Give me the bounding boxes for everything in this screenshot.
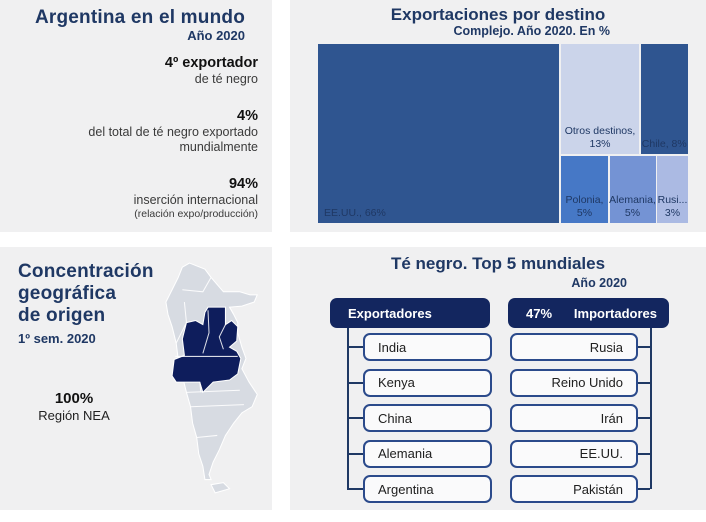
item-label: India [378,339,407,355]
treemap-cell-alemania: Alemania, 5% [609,155,656,223]
exporter-item-india: India [363,333,492,361]
stat-desc: de té negro [194,72,258,86]
importers-header: 47% Importadores [508,298,669,328]
treemap-cell-chile: Chile, 8% [640,44,688,154]
stat-exporter-rank: 4º exportador de té negro [58,55,258,87]
stat-desc: del total de té negro exportado mundialm… [88,125,258,154]
stat-note: (relación expo/producción) [134,208,258,220]
treemap-chart: EE.UU., 66% Otros destinos, 13% Chile, 8… [318,44,688,223]
treemap-label: Alemania, [609,194,656,206]
title-line: Concentración [18,261,154,282]
connector-stub [347,381,363,384]
exporters-header-label: Exportadores [348,305,432,321]
connector-stub [347,488,363,490]
connector-stub [636,417,650,419]
importer-item-iran: Irán [510,404,638,432]
world-stats: 4º exportador de té negro 4% del total d… [58,55,258,241]
stat-world-share: 4% del total de té negro exportado mundi… [58,108,258,155]
connector-stub [347,346,363,348]
importer-item-rusia: Rusia [510,333,638,361]
region-stat: 100% Región NEA [0,390,148,423]
importers-connector-line [650,328,652,489]
province-borders [175,277,244,438]
treemap-title: Exportaciones por destino [390,5,606,24]
connector-stub [636,381,650,384]
item-label: China [378,410,412,426]
tierra-del-fuego-shape [210,482,231,494]
stat-insertion: 94% inserción internacional (relación ex… [58,176,258,220]
item-label: EE.UU. [579,446,623,461]
item-label: Alemania [378,446,433,461]
stat-desc: inserción internacional [133,193,258,207]
argentina-map-svg [165,262,259,494]
importers-header-label: Importadores [573,305,657,321]
stat-value: 100% [54,390,94,407]
treemap-label: 3% [664,207,681,219]
treemap-label: 13% [589,138,611,150]
stat-value: 4% [237,108,258,124]
importer-item-reino-unido: Reino Unido [510,368,638,397]
item-label: Pakistán [573,481,623,497]
treemap-label: 5% [624,207,641,219]
item-label: Irán [600,410,623,426]
stat-desc: Región NEA [38,408,110,423]
importer-item-pakistan: Pakistán [510,475,638,503]
item-label: Reino Unido [551,375,623,390]
treemap-label: Rusi... [657,194,688,206]
title-line: de origen [18,305,106,326]
treemap-cell-otros-destinos: Otros destinos, 13% [561,44,639,154]
panel-world-title: Argentina en el mundo [34,7,245,28]
treemap-label: Otros destinos, [564,125,636,137]
importers-share-badge: 47% [526,305,553,321]
treemap-label: Chile, 8% [641,138,687,150]
treemap-label: 5% [576,207,593,219]
importer-item-eeuu: EE.UU. [510,439,638,468]
exporter-item-alemania: Alemania [363,439,492,468]
stat-value: 4º exportador [164,55,258,71]
panel-exportaciones-destino: Exportaciones por destino Complejo. Año … [290,0,706,232]
exporter-item-argentina: Argentina [363,475,492,503]
nea-internal-borders [175,310,238,393]
panel-origen-subtitle: 1º sem. 2020 [18,331,96,346]
connector-stub [347,452,363,455]
exporters-header: Exportadores [330,298,490,328]
item-label: Rusia [589,339,623,355]
panel-world-subtitle: Año 2020 [187,28,245,43]
treemap-label: Polonia, [565,194,604,206]
exporter-item-kenya: Kenya [363,368,492,397]
treemap-cell-polonia: Polonia, 5% [561,155,608,223]
item-label: Kenya [378,375,415,390]
treemap-cell-rusia: Rusi... 3% [657,155,688,223]
treemap-cell-eeuu: EE.UU., 66% [318,44,559,223]
stat-value: 94% [228,176,258,192]
top5-title: Té negro. Top 5 mundiales [390,254,606,273]
connector-stub [347,417,363,419]
connector-stub [636,488,650,490]
panel-concentracion-geografica: Concentración geográfica de origen 1º se… [0,247,272,510]
top5-subtitle: Año 2020 [571,276,627,290]
connector-stub [636,346,650,348]
panel-argentina-mundo: Argentina en el mundo Año 2020 4º export… [0,0,272,232]
exporters-connector-line [347,328,349,489]
treemap-label: EE.UU., 66% [324,207,386,219]
argentina-map [148,261,268,497]
item-label: Argentina [378,481,434,497]
panel-top5-mundiales: Té negro. Top 5 mundiales Año 2020 Expor… [290,247,706,510]
treemap-subtitle: Complejo. Año 2020. En % [453,24,610,38]
connector-stub [636,452,650,455]
exporter-item-china: China [363,404,492,432]
panel-origen-title: Concentración geográfica de origen [18,261,154,327]
title-line: geográfica [18,283,117,304]
